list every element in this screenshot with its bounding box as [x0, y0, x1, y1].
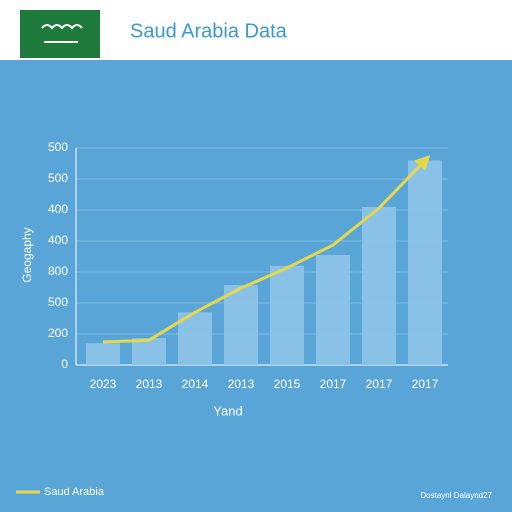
x-axis-label: Yand: [213, 403, 242, 418]
y-tick-label: 800: [48, 264, 68, 278]
y-tick-label: 200: [48, 326, 68, 340]
legend-label: Saud Arabia: [44, 486, 105, 498]
y-tick-label: 400: [48, 233, 68, 247]
source-note: Dostaynl Dalaynd27: [420, 491, 492, 500]
bar: [177, 312, 213, 365]
x-tick-label: 2017: [412, 377, 439, 391]
x-tick-label: 2017: [366, 377, 393, 391]
bar: [269, 265, 305, 365]
flag: [20, 10, 100, 58]
x-tick-label: 2017: [320, 377, 347, 391]
bar: [85, 343, 121, 365]
bar: [361, 206, 397, 365]
y-tick-label: 0: [61, 357, 68, 371]
bar: [407, 160, 443, 365]
y-axis-label: Geogaphy: [20, 227, 34, 282]
x-tick-label: 2014: [182, 377, 209, 391]
trend-line: [102, 154, 431, 344]
bar: [315, 254, 351, 365]
bar: [223, 285, 259, 365]
x-tick-label: 2013: [228, 377, 255, 391]
x-tick-label: 2013: [136, 377, 163, 391]
x-tick-label: 2023: [90, 377, 117, 391]
x-tick-label: 2015: [274, 377, 301, 391]
chart-title: Saud Arabia Data: [130, 20, 288, 42]
y-tick-label: 500: [48, 295, 68, 309]
bar: [131, 338, 167, 365]
y-tick-label: 400: [48, 202, 68, 216]
y-tick-label: 500: [48, 140, 68, 154]
y-tick-label: 500: [48, 171, 68, 185]
